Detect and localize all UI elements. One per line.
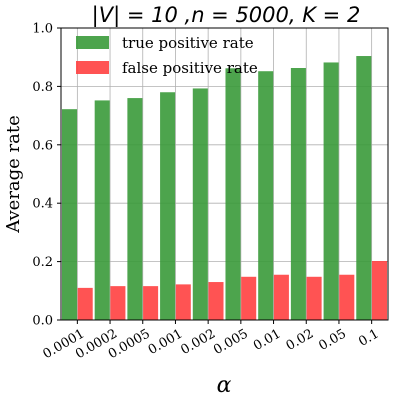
y-tick-label: 0.8 — [32, 80, 53, 95]
false-positive-bar — [143, 286, 159, 320]
chart-title: |V| = 10 ,n = 5000, K = 2 — [92, 3, 361, 28]
true-positive-bar — [127, 98, 143, 320]
x-axis-label: α — [217, 373, 232, 398]
true-positive-bar — [94, 100, 110, 320]
y-tick-label: 0.4 — [32, 197, 53, 212]
legend-swatch — [76, 36, 109, 49]
legend-label: false positive rate — [122, 59, 258, 77]
false-positive-bar — [77, 287, 93, 320]
plot-frame — [60, 27, 389, 321]
true-positive-bar — [225, 68, 241, 321]
true-positive-bar — [258, 71, 274, 320]
y-tick-label: 0.6 — [32, 138, 53, 153]
true-positive-bar — [160, 92, 176, 321]
legend-swatch — [76, 61, 109, 74]
legend: true positive rate false positive rate — [76, 34, 258, 77]
y-tick-label: 1.0 — [32, 22, 53, 37]
false-positive-bar — [339, 274, 355, 320]
bars-layer — [61, 56, 388, 321]
true-positive-bar — [356, 56, 372, 320]
y-tick-label: 0.2 — [32, 255, 53, 270]
y-axis: 0.0 0.2 0.4 0.6 0.8 1.0 — [32, 22, 61, 329]
false-positive-bar — [241, 276, 257, 320]
false-positive-bar — [306, 276, 322, 320]
false-positive-bar — [273, 274, 289, 320]
false-positive-bar — [371, 261, 388, 320]
grid-layer — [61, 27, 388, 321]
false-positive-bar — [110, 286, 126, 320]
y-axis-label: Average rate — [3, 115, 24, 234]
true-positive-bar — [61, 109, 78, 321]
false-positive-bar — [208, 282, 224, 320]
legend-label: true positive rate — [122, 34, 254, 52]
true-positive-bar — [290, 68, 306, 320]
true-positive-bar — [192, 88, 208, 320]
false-positive-bar — [175, 284, 191, 320]
y-tick-label: 0.0 — [32, 314, 53, 329]
true-positive-bar — [323, 62, 339, 321]
